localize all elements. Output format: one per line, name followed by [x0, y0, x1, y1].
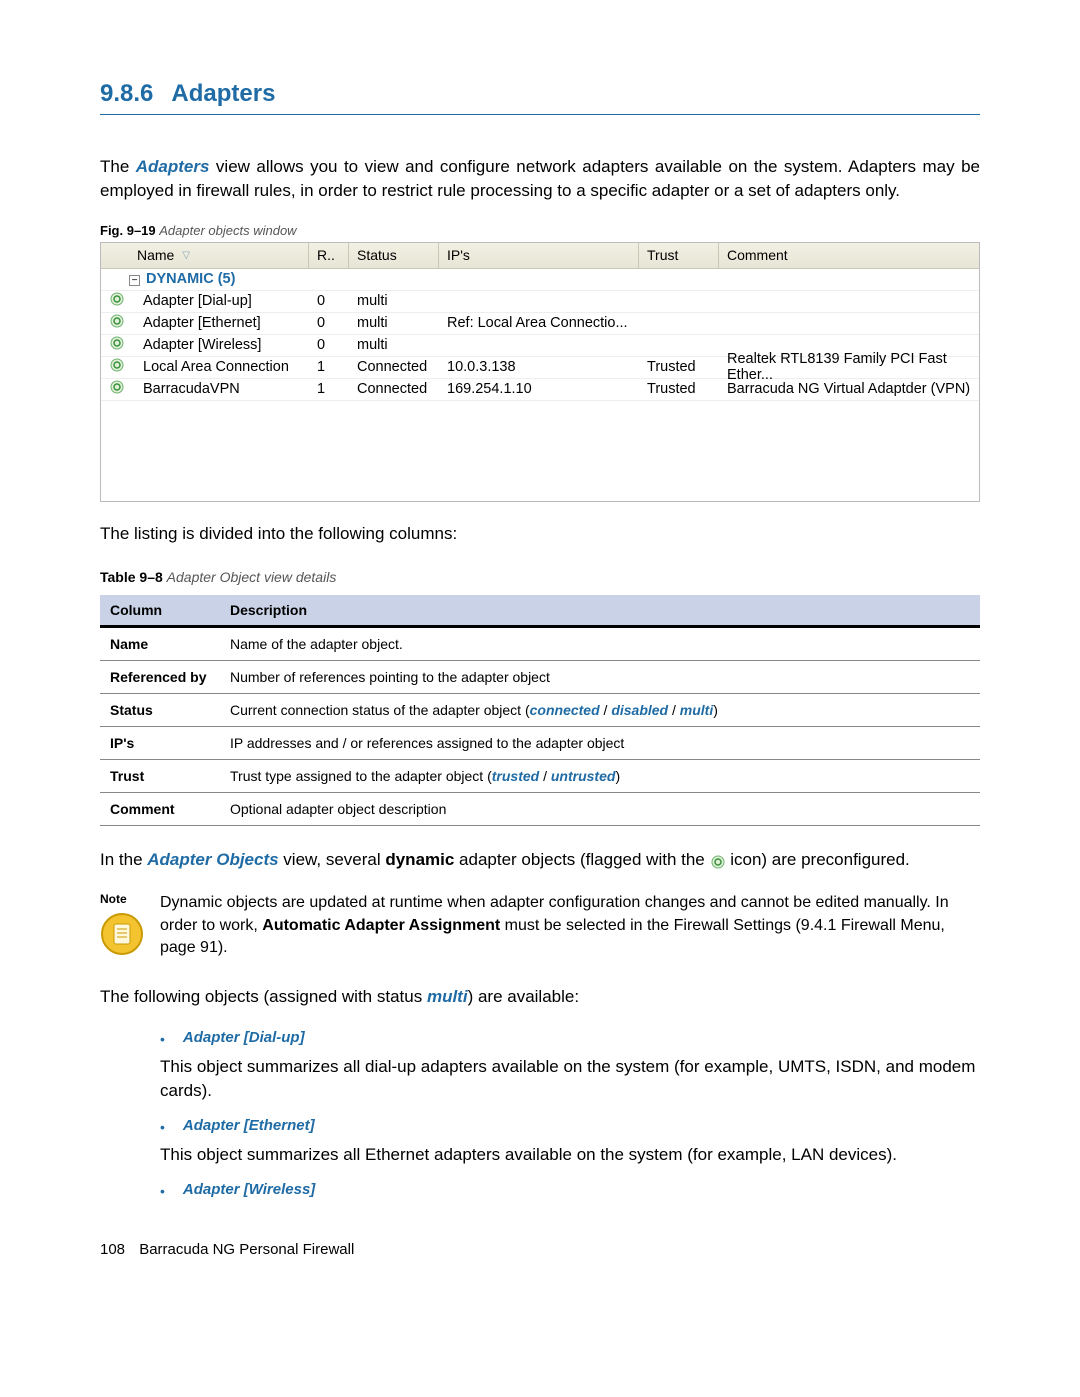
description-table: Column Description NameName of the adapt… — [100, 595, 980, 826]
footer-title: Barracuda NG Personal Firewall — [139, 1241, 354, 1258]
adapter-icon — [109, 313, 125, 329]
adapter-icon — [109, 335, 125, 351]
col-header-comment[interactable]: Comment — [719, 243, 979, 268]
bullet-item: • Adapter [Wireless] — [160, 1181, 980, 1201]
bullet-item: • Adapter [Dial-up] — [160, 1029, 980, 1049]
adapter-objects-paragraph: In the Adapter Objects view, several dyn… — [100, 848, 980, 872]
bullet-icon: • — [160, 1117, 165, 1137]
table-row[interactable]: Adapter [Ethernet] 0 multi Ref: Local Ar… — [101, 313, 979, 335]
sort-icon: ▽ — [182, 250, 190, 261]
note-text: Dynamic objects are updated at runtime w… — [160, 892, 980, 959]
note-icon — [100, 912, 144, 956]
desc-col-column: Column — [100, 595, 220, 627]
bullet-icon: • — [160, 1029, 165, 1049]
section-heading: 9.8.6 Adapters — [100, 80, 980, 115]
adapter-icon — [109, 379, 125, 395]
adapters-keyword: Adapters — [136, 157, 210, 176]
multi-objects-intro: The following objects (assigned with sta… — [100, 985, 980, 1009]
collapse-icon[interactable]: − — [129, 275, 140, 286]
page-footer: 108 Barracuda NG Personal Firewall — [100, 1241, 980, 1258]
note-block: Note Dynamic objects are updated at runt… — [100, 892, 980, 959]
adapter-icon — [710, 853, 726, 869]
bullet-icon: • — [160, 1181, 165, 1201]
table-row[interactable]: Adapter [Dial-up] 0 multi — [101, 291, 979, 313]
table-row[interactable]: Local Area Connection 1 Connected 10.0.3… — [101, 357, 979, 379]
after-fig-text: The listing is divided into the followin… — [100, 522, 980, 546]
bullet-item: • Adapter [Ethernet] — [160, 1117, 980, 1137]
figure-caption: Fig. 9–19 Adapter objects window — [100, 223, 980, 238]
col-header-r[interactable]: R.. — [309, 243, 349, 268]
note-label: Note — [100, 892, 160, 906]
table-header-row: Name ▽ R.. Status IP's Trust Comment — [101, 243, 979, 269]
col-header-name[interactable]: Name ▽ — [129, 243, 309, 268]
col-header-trust[interactable]: Trust — [639, 243, 719, 268]
section-title: Adapters — [171, 80, 275, 107]
group-label: DYNAMIC (5) — [146, 271, 235, 287]
adapter-icon — [109, 357, 125, 373]
col-header-ips[interactable]: IP's — [439, 243, 639, 268]
adapter-objects-window: Name ▽ R.. Status IP's Trust Comment −DY… — [100, 242, 980, 502]
page-number: 108 — [100, 1241, 125, 1258]
table-caption: Table 9–8 Adapter Object view details — [100, 569, 980, 585]
section-number: 9.8.6 — [100, 80, 153, 107]
table-row[interactable]: BarracudaVPN 1 Connected 169.254.1.10 Tr… — [101, 379, 979, 401]
intro-paragraph: The Adapters view allows you to view and… — [100, 155, 980, 203]
adapter-icon — [109, 291, 125, 307]
desc-col-description: Description — [220, 595, 980, 627]
group-row[interactable]: −DYNAMIC (5) — [101, 269, 979, 291]
col-header-status[interactable]: Status — [349, 243, 439, 268]
